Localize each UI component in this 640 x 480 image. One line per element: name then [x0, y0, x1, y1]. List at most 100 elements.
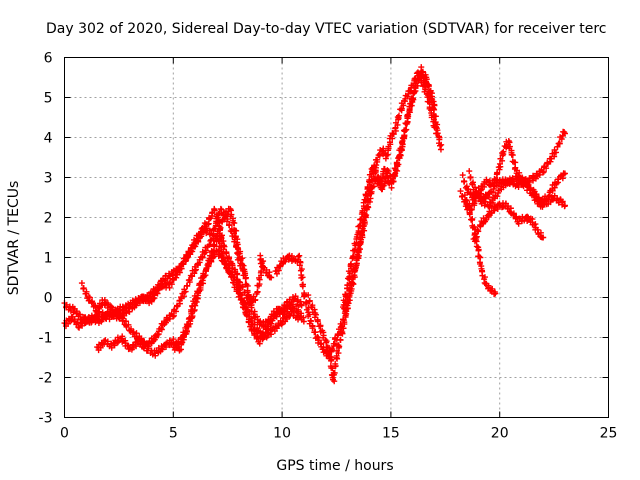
data-point: [342, 291, 349, 298]
data-point: [390, 178, 397, 185]
data-point: [556, 140, 563, 147]
data-point: [296, 252, 303, 259]
data-point: [553, 149, 560, 156]
data-point: [459, 172, 466, 179]
data-point: [457, 188, 464, 195]
data-point: [114, 334, 121, 341]
data-point: [184, 283, 191, 290]
data-point: [481, 274, 488, 281]
data-point: [277, 263, 284, 270]
data-point: [423, 76, 430, 83]
data-point: [461, 192, 468, 199]
data-point: [175, 340, 182, 347]
data-point: [400, 102, 407, 109]
data-point: [368, 173, 375, 180]
data-point: [515, 220, 522, 227]
data-point: [275, 267, 282, 274]
data-point: [80, 285, 87, 292]
data-point: [119, 333, 126, 340]
data-point: [489, 285, 496, 292]
data-point: [163, 317, 170, 324]
data-point: [168, 281, 175, 288]
data-point: [254, 289, 261, 296]
data-point: [437, 146, 444, 153]
data-point: [248, 315, 255, 322]
data-point: [499, 149, 506, 156]
data-point: [342, 312, 349, 319]
data-point: [529, 216, 536, 223]
y-tick-label: 6: [44, 51, 53, 67]
data-point: [425, 92, 432, 99]
data-point: [431, 102, 438, 109]
data-point: [347, 270, 354, 277]
data-point: [395, 161, 402, 168]
data-point: [219, 216, 226, 223]
data-point: [96, 305, 103, 312]
data-point: [306, 311, 313, 318]
data-point: [104, 338, 111, 345]
data-point: [101, 296, 108, 303]
data-point: [376, 178, 383, 185]
y-axis-label: SDTVAR / TECUs: [6, 181, 22, 296]
data-point: [415, 76, 422, 83]
data-point: [163, 343, 170, 350]
data-point: [328, 356, 335, 363]
data-point: [86, 294, 93, 301]
data-point: [519, 177, 526, 184]
data-point: [474, 227, 481, 234]
data-point: [336, 343, 343, 350]
data-point: [185, 323, 192, 330]
data-point: [187, 320, 194, 327]
data-point: [119, 338, 126, 345]
data-point: [89, 298, 96, 305]
data-point: [211, 207, 218, 214]
series-track-12: [461, 128, 568, 214]
data-point: [388, 184, 395, 191]
data-point: [368, 190, 375, 197]
data-point: [178, 265, 185, 272]
data-point: [256, 340, 263, 347]
data-point: [335, 350, 342, 357]
data-point: [76, 324, 83, 331]
data-point: [389, 135, 396, 142]
data-point: [353, 236, 360, 243]
data-point: [476, 253, 483, 260]
data-point: [128, 325, 135, 332]
data-point: [316, 337, 323, 344]
data-point: [154, 331, 161, 338]
data-point: [237, 248, 244, 255]
data-point: [363, 191, 370, 198]
data-point: [419, 68, 426, 75]
data-point: [527, 187, 534, 194]
data-point: [314, 317, 321, 324]
data-point: [252, 296, 259, 303]
data-point: [71, 316, 78, 323]
data-point: [256, 276, 263, 283]
data-point: [390, 131, 397, 138]
data-point: [317, 323, 324, 330]
y-tick-label: -1: [39, 331, 53, 347]
data-point: [209, 248, 216, 255]
data-point: [326, 353, 333, 360]
data-point: [238, 295, 245, 302]
data-point: [320, 332, 327, 339]
data-point: [561, 170, 568, 177]
series-track-7: [305, 73, 440, 385]
data-point: [357, 222, 364, 229]
data-point: [534, 226, 541, 233]
data-point: [267, 316, 274, 323]
data-point: [379, 186, 386, 193]
data-point: [231, 220, 238, 227]
data-point: [166, 337, 173, 344]
data-point: [494, 193, 501, 200]
data-point: [170, 336, 177, 343]
data-point: [404, 111, 411, 118]
data-point: [524, 218, 531, 225]
data-point: [95, 304, 102, 311]
data-point: [428, 93, 435, 100]
data-point: [296, 262, 303, 269]
data-point: [376, 152, 383, 159]
data-point: [208, 254, 215, 261]
data-point: [506, 143, 513, 150]
data-point: [291, 309, 298, 316]
